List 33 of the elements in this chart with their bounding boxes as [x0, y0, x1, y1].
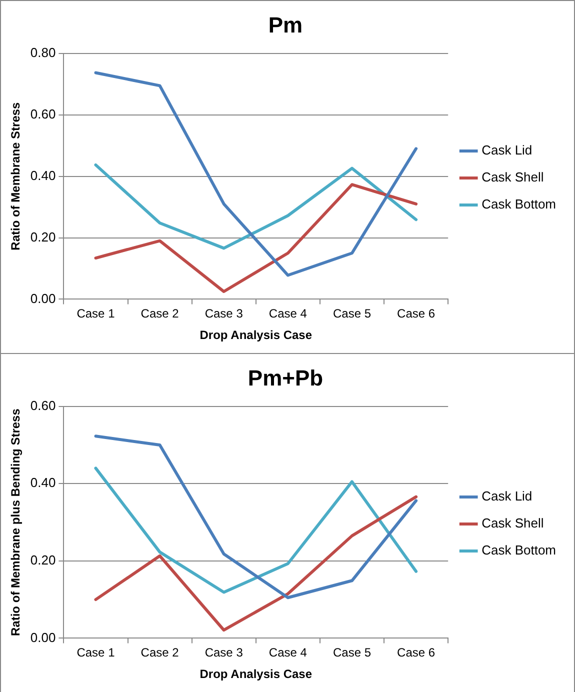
x-tick-label: Case 5: [332, 646, 372, 660]
y-tick-label: 0.00: [30, 630, 56, 645]
x-tick-label: Case 4: [268, 646, 308, 660]
x-tick-label: Case 2: [140, 646, 180, 660]
y-axis-title: Ratio of Membrane Stress: [8, 102, 23, 250]
chart-title: Pm: [268, 12, 303, 38]
legend-label: Cask Bottom: [482, 542, 556, 558]
y-tick-label: 0.40: [30, 475, 56, 490]
x-tick-label: Case 2: [140, 306, 180, 321]
legend-label: Cask Shell: [482, 516, 544, 531]
y-tick-label: 0.40: [30, 168, 56, 183]
y-tick-label: 0.60: [30, 106, 56, 122]
y-tick-label: 0.20: [30, 552, 56, 568]
x-tick-label: Case 3: [204, 306, 244, 321]
y-axis-title: Ratio of Membrane plus Bending Stress: [8, 408, 23, 636]
x-axis-title: Drop Analysis Case: [200, 667, 312, 682]
legend-label: Cask Shell: [482, 170, 544, 185]
y-tick-label: 0.20: [30, 229, 56, 244]
x-tick-label: Case 4: [268, 306, 308, 321]
x-tick-label: Case 3: [204, 646, 244, 660]
chart-title: Pm+Pb: [248, 365, 324, 390]
y-tick-label: 0.80: [30, 44, 56, 60]
x-tick-label: Case 1: [76, 646, 116, 660]
legend-label: Cask Bottom: [482, 196, 556, 212]
x-tick-label: Case 6: [397, 646, 436, 660]
legend-label: Cask Lid: [482, 142, 532, 158]
x-axis-title: Drop Analysis Case: [200, 328, 312, 342]
x-tick-label: Case 5: [332, 306, 372, 321]
y-tick-label: 0.60: [30, 398, 56, 413]
x-tick-label: Case 6: [397, 306, 436, 321]
y-tick-label: 0.00: [30, 290, 56, 306]
legend-label: Cask Lid: [482, 488, 532, 504]
x-tick-label: Case 1: [76, 306, 116, 321]
